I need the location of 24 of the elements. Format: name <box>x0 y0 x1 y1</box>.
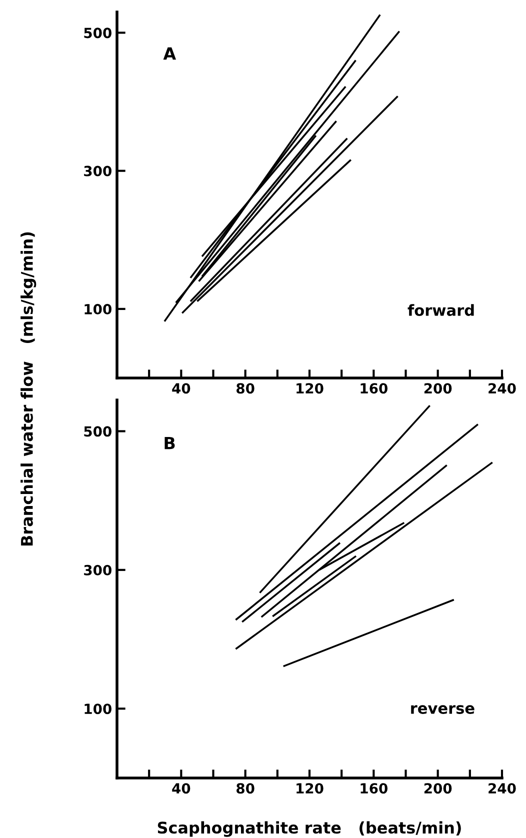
y-tick-label: 100 <box>84 304 112 314</box>
x-tick-label: 200 <box>424 783 452 794</box>
x-tick-label: 80 <box>236 383 254 394</box>
x-tick-label: 80 <box>236 783 254 794</box>
x-tick-label: 40 <box>172 783 190 794</box>
x-tick-label: 120 <box>296 383 324 394</box>
y-tick-label: 500 <box>84 28 112 38</box>
y-tick-label: 500 <box>84 426 112 437</box>
x-tick-label: 160 <box>360 383 388 394</box>
x-tick-label: 240 <box>488 783 516 794</box>
y-tick-label: 300 <box>84 166 112 176</box>
x-tick-label: 120 <box>296 783 324 794</box>
y-tick-label: 100 <box>84 704 112 714</box>
y-axis-title: Branchial water flow (mls/kg/min) <box>20 232 36 546</box>
annotation: reverse <box>411 705 474 714</box>
x-tick-label: 160 <box>360 783 388 794</box>
x-tick-label: 240 <box>488 383 516 394</box>
x-tick-label: 40 <box>172 383 190 394</box>
x-tick-label: 200 <box>424 383 452 394</box>
annotation: forward <box>408 304 474 316</box>
y-tick-label: 300 <box>84 564 112 576</box>
x-axis-title: Scaphognathite rate (beats/min) <box>158 821 461 837</box>
annotation: A <box>163 47 176 60</box>
annotation: B <box>164 436 175 450</box>
